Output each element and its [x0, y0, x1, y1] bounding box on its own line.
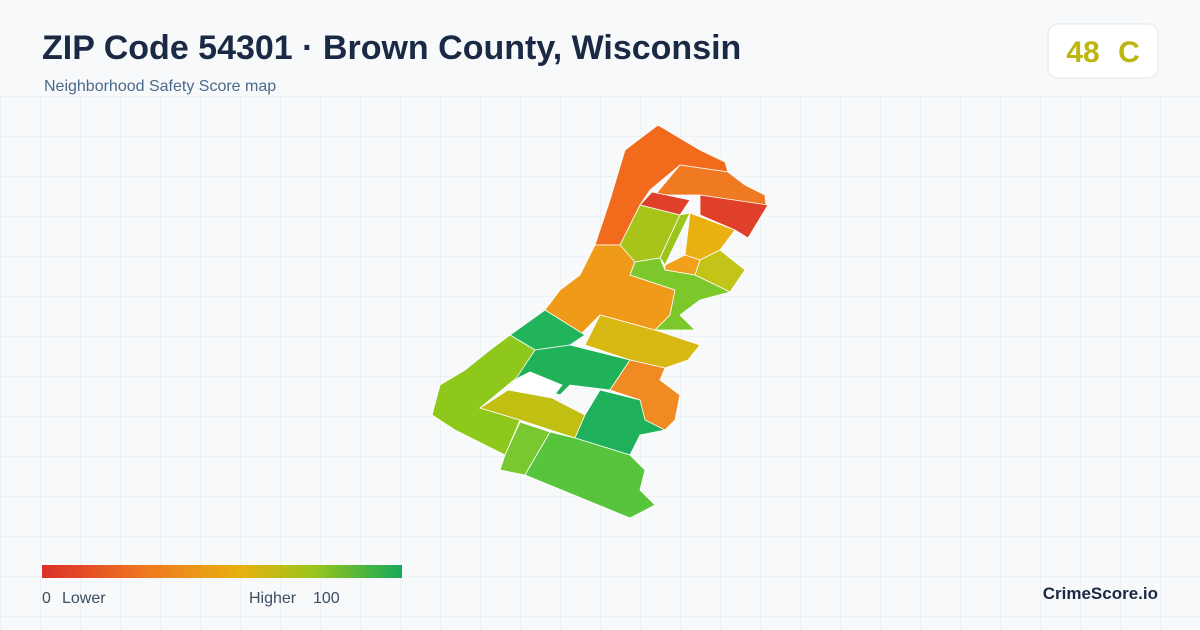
title: ZIP Code 54301 · Brown County, Wisconsin	[42, 29, 741, 67]
legend-gradient	[42, 565, 402, 578]
score-badge	[1047, 23, 1159, 79]
score-grade: C	[1118, 36, 1140, 69]
legend-max-label: Higher	[249, 590, 297, 607]
legend-min-label: Lower	[62, 590, 106, 607]
brand: CrimeScore.io	[1043, 584, 1158, 603]
neighborhood-map	[431, 124, 769, 519]
subtitle: Neighborhood Safety Score map	[44, 78, 276, 95]
legend-max: 100	[313, 590, 340, 607]
score-value: 48	[1066, 36, 1099, 69]
legend-min: 0	[42, 590, 51, 607]
